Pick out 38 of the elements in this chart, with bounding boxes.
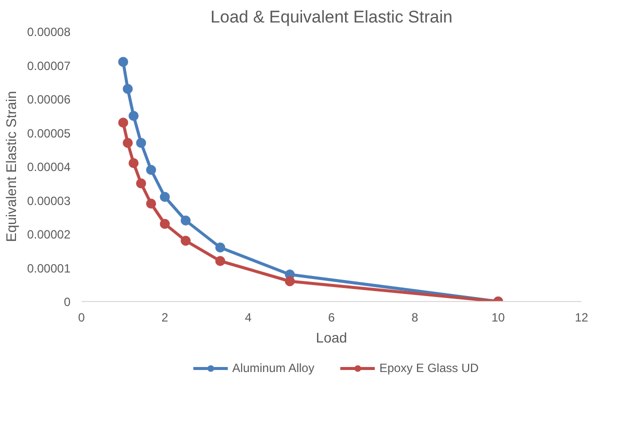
y-tick-label: 0.00007 bbox=[27, 58, 71, 73]
y-tick-label: 0.00008 bbox=[27, 25, 71, 39]
point bbox=[160, 192, 170, 202]
x-tick-label: 12 bbox=[574, 310, 588, 324]
y-tick-label: 0.00002 bbox=[27, 228, 71, 242]
x-tick-label: 6 bbox=[328, 310, 336, 324]
x-tick-label: 8 bbox=[411, 310, 418, 324]
point bbox=[215, 256, 226, 266]
y-tick-label: 0.00005 bbox=[27, 126, 71, 140]
point bbox=[122, 84, 133, 94]
point bbox=[180, 236, 191, 246]
y-tick-label: 0.00003 bbox=[27, 194, 71, 208]
x-tick-label: 2 bbox=[161, 310, 168, 324]
legend-label: Epoxy E Glass UD bbox=[379, 361, 479, 375]
point bbox=[118, 56, 128, 67]
y-axis-title: Equivalent Elastic Strain bbox=[3, 91, 20, 242]
point bbox=[136, 178, 146, 188]
point bbox=[284, 276, 295, 286]
point bbox=[160, 218, 170, 229]
point bbox=[128, 110, 139, 121]
point bbox=[146, 198, 156, 209]
x-tick-label: 10 bbox=[491, 310, 506, 324]
point bbox=[118, 118, 128, 128]
y-tick-label: 0.00001 bbox=[27, 261, 71, 276]
y-tick-label: 0.00006 bbox=[27, 92, 71, 106]
point bbox=[180, 216, 191, 226]
x-axis-title: Load bbox=[316, 330, 348, 346]
y-tick-label: 0 bbox=[64, 295, 71, 309]
point bbox=[136, 138, 146, 148]
point bbox=[128, 158, 139, 168]
point bbox=[215, 242, 226, 252]
point bbox=[122, 138, 133, 148]
point bbox=[146, 164, 156, 175]
x-tick-label: 4 bbox=[244, 310, 252, 324]
y-tick-label: 0.00004 bbox=[27, 160, 71, 174]
chart-title: Load & Equivalent Elastic Strain bbox=[210, 8, 452, 26]
x-tick-label: 0 bbox=[78, 310, 86, 324]
legend-label: Aluminum Alloy bbox=[232, 361, 314, 375]
